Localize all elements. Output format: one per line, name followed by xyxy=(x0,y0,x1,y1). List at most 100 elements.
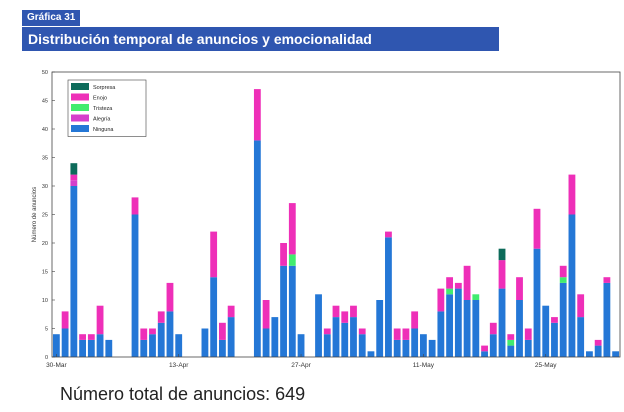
bar-segment-enojo xyxy=(559,265,567,278)
bar-segment-enojo xyxy=(218,322,226,340)
chart-number-badge: Gráfica 31 xyxy=(22,10,81,26)
bar-segment-enojo xyxy=(524,328,532,340)
bar-segment-ninguna xyxy=(131,214,139,357)
bar-segment-enojo xyxy=(96,305,104,335)
bar-segment-ninguna xyxy=(551,322,558,357)
bar-segment-enojo xyxy=(358,328,366,335)
bar-segment-ninguna xyxy=(227,317,235,357)
bar-segment-ninguna xyxy=(87,339,95,357)
bar-segment-ninguna xyxy=(166,311,174,357)
bar-segment-enojo xyxy=(481,345,488,352)
bar-segment-enojo xyxy=(61,311,69,329)
bar-segment-ninguna xyxy=(140,339,148,357)
bar-segment-ninguna xyxy=(79,339,86,357)
bar-segment-ninguna xyxy=(376,300,384,357)
bar-segment-ninguna xyxy=(498,288,506,357)
bar-segment-enojo xyxy=(551,317,558,323)
bar-segment-ninguna xyxy=(411,328,419,357)
bar-segment-ninguna xyxy=(367,351,375,357)
bar-segment-enojo xyxy=(262,300,270,329)
bar-segment-enojo xyxy=(341,311,349,323)
bar-segment-enojo xyxy=(131,197,139,215)
bar-segment-ninguna xyxy=(149,334,156,357)
bar-segment-ninguna xyxy=(358,334,366,357)
bar-segment-enojo xyxy=(140,328,148,340)
bar-segment-ninguna xyxy=(52,334,60,357)
bar-segment-ninguna xyxy=(568,214,576,357)
bar-segment-ninguna xyxy=(489,334,497,357)
y-tick-label: 10 xyxy=(42,298,48,304)
bar-segment-ninguna xyxy=(385,237,392,357)
legend-swatch xyxy=(71,104,89,111)
bar-segment-ninguna xyxy=(419,334,427,357)
legend-label: Tristeza xyxy=(93,106,113,112)
legend-label: Ninguna xyxy=(93,127,114,133)
axes-layer: 0 5 10 15 20 25 30 35 40 45 50 Número de anuncios 30… xyxy=(32,70,621,369)
x-tick-label: 13-Apr xyxy=(169,362,189,369)
bar-segment-enojo xyxy=(87,334,95,340)
legend-label: Alegría xyxy=(93,117,111,123)
title-banner: Distribución temporal de anuncios y emoc… xyxy=(22,27,499,51)
bar-segment-enojo xyxy=(253,89,261,141)
x-tick-label: 27-Apr xyxy=(291,362,311,369)
bar-segment-enojo xyxy=(323,328,331,335)
bar-segment-enojo xyxy=(332,305,340,318)
bar-segment-ninguna xyxy=(446,294,454,357)
bar-segment-enojo xyxy=(603,277,611,283)
bar-segment-ninguna xyxy=(175,334,183,357)
y-tick-label: 0 xyxy=(45,355,48,361)
bar-segment-ninguna xyxy=(428,339,436,357)
bar-segment-ninguna xyxy=(524,339,532,357)
x-tick-label: 25-May xyxy=(535,362,557,369)
bar-segment-ninguna xyxy=(271,317,279,357)
bar-segment-ninguna xyxy=(105,339,113,357)
legend-label: Sorpresa xyxy=(93,85,116,91)
bar-segment-enojo xyxy=(577,294,585,318)
bar-segment-enojo xyxy=(594,339,602,346)
bar-segment-ninguna xyxy=(262,328,270,357)
bar-segment-ninguna xyxy=(157,322,165,357)
bar-segment-sorpresa xyxy=(498,248,506,261)
bar-segment-enojo xyxy=(498,260,506,289)
bar-segment-ninguna xyxy=(350,317,357,357)
bar-segment-ninguna xyxy=(533,248,541,357)
y-tick-label: 40 xyxy=(42,127,48,133)
bar-segment-enojo xyxy=(210,231,218,278)
y-tick-label: 15 xyxy=(42,270,48,276)
bar-segment-ninguna xyxy=(472,300,480,357)
y-tick-label: 30 xyxy=(42,184,48,190)
legend-swatch xyxy=(71,125,89,132)
bar-segment-enojo xyxy=(288,203,296,255)
y-tick-label: 5 xyxy=(45,327,48,333)
y-tick-label: 35 xyxy=(42,156,48,162)
y-tick-label: 50 xyxy=(42,70,48,76)
bar-segment-enojo xyxy=(350,305,357,318)
legend-swatch xyxy=(71,93,89,101)
bar-segment-enojo xyxy=(166,282,174,312)
bar-segment-ninguna xyxy=(516,300,523,357)
bar-segment-ninguna xyxy=(253,140,261,357)
bar-segment-enojo xyxy=(411,311,419,329)
bar-segment-ninguna xyxy=(332,317,340,357)
bar-segment-ninguna xyxy=(96,334,104,357)
bar-segment-ninguna xyxy=(280,265,287,357)
bar-segment-ninguna xyxy=(463,300,471,357)
bar-segment-ninguna xyxy=(288,265,296,357)
bar-segment-ninguna xyxy=(437,311,445,357)
bar-segment-ninguna xyxy=(323,334,331,357)
bar-segment-ninguna xyxy=(594,345,602,357)
bar-segment-enojo xyxy=(280,243,287,266)
bar-segment-enojo xyxy=(149,328,156,335)
bar-segment-enojo xyxy=(70,174,78,181)
bar-segment-ninguna xyxy=(297,334,305,357)
chart-title: Distribución temporal de anuncios y emoc… xyxy=(28,31,372,47)
bar-segment-ninguna xyxy=(402,339,410,357)
y-axis-label: Número de anuncios xyxy=(32,187,38,242)
bar-segment-ninguna xyxy=(341,322,349,357)
y-tick-label: 25 xyxy=(42,213,48,219)
bar-segment-ninguna xyxy=(577,317,585,357)
bar-segment-enojo xyxy=(507,334,515,340)
bar-segment-enojo xyxy=(489,322,497,335)
bar-segment-ninguna xyxy=(454,288,462,357)
bar-segment-ninguna xyxy=(586,351,593,357)
